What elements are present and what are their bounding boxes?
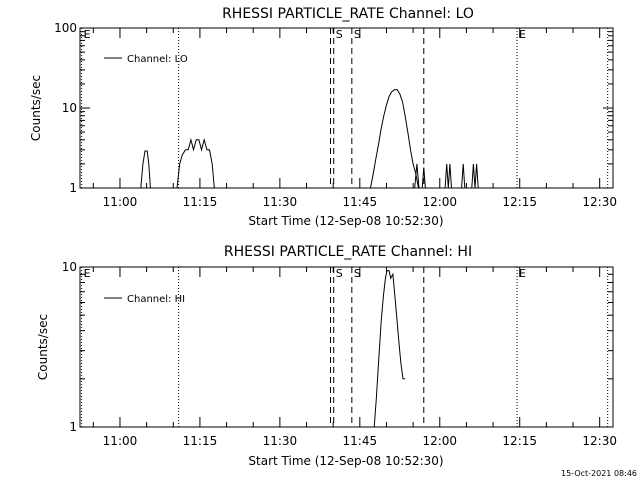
hi-series-line [373, 270, 406, 428]
hi-event-marker-label: S [336, 267, 343, 280]
lo-channel-panel: RHESSI PARTICLE_RATE Channel: LO Counts/… [29, 6, 617, 228]
hi-channel-panel: RHESSI PARTICLE_RATE Channel: HI Counts/… [36, 244, 617, 468]
lo-chart-title: RHESSI PARTICLE_RATE Channel: LO [222, 6, 474, 22]
lo-x-tick-label: 11:15 [183, 195, 218, 209]
hi-y-tick-label: 1 [69, 420, 77, 434]
lo-plot-frame [79, 27, 614, 189]
lo-x-tick-label: 12:15 [502, 195, 537, 209]
hi-y-axis-label: Counts/sec [36, 314, 50, 380]
lo-y-tick-label: 100 [54, 21, 77, 35]
hi-x-tick-label: 11:15 [183, 434, 218, 448]
lo-series-line [461, 163, 466, 189]
hi-x-tick-label: 11:00 [103, 434, 138, 448]
hi-event-marker-label: E [519, 267, 526, 280]
hi-legend-label: Channel: HI [127, 294, 185, 305]
hi-x-tick-label: 11:45 [343, 434, 378, 448]
lo-series-line [140, 150, 151, 189]
lo-series-line [471, 163, 479, 189]
hi-x-tick-label: 12:15 [502, 434, 537, 448]
hi-x-tick-label: 11:30 [263, 434, 298, 448]
lo-series-line [444, 163, 452, 189]
hi-x-tick-label: 12:30 [582, 434, 617, 448]
hi-x-tick-label: 12:00 [422, 434, 457, 448]
lo-event-marker-label: S [336, 28, 343, 41]
lo-series-line [421, 167, 426, 189]
lo-legend-label: Channel: LO [127, 54, 188, 65]
generation-timestamp: 15-Oct-2021 08:46 [561, 469, 637, 478]
hi-event-marker-label: E [84, 267, 91, 280]
lo-x-tick-label: 11:45 [343, 195, 378, 209]
lo-series-line [176, 137, 215, 189]
hi-y-tick-label: 10 [62, 260, 77, 274]
lo-series-line [414, 163, 420, 189]
hi-event-marker-label: S [354, 267, 361, 280]
lo-event-marker-label: E [84, 28, 91, 41]
lo-x-tick-label: 11:30 [263, 195, 298, 209]
lo-x-tick-label: 12:00 [422, 195, 457, 209]
lo-x-tick-label: 12:30 [582, 195, 617, 209]
lo-y-tick-label: 10 [62, 101, 77, 115]
hi-plot-frame [79, 266, 614, 428]
hi-chart-title: RHESSI PARTICLE_RATE Channel: HI [224, 244, 472, 260]
lo-y-tick-label: 1 [69, 181, 77, 195]
hi-x-axis-label: Start Time (12-Sep-08 10:52:30) [248, 454, 443, 468]
lo-y-axis-label: Counts/sec [29, 75, 43, 141]
lo-x-axis-label: Start Time (12-Sep-08 10:52:30) [248, 214, 443, 228]
lo-series-line [370, 89, 419, 189]
lo-event-marker-label: E [519, 28, 526, 41]
lo-event-marker-label: S [354, 28, 361, 41]
lo-x-tick-label: 11:00 [103, 195, 138, 209]
